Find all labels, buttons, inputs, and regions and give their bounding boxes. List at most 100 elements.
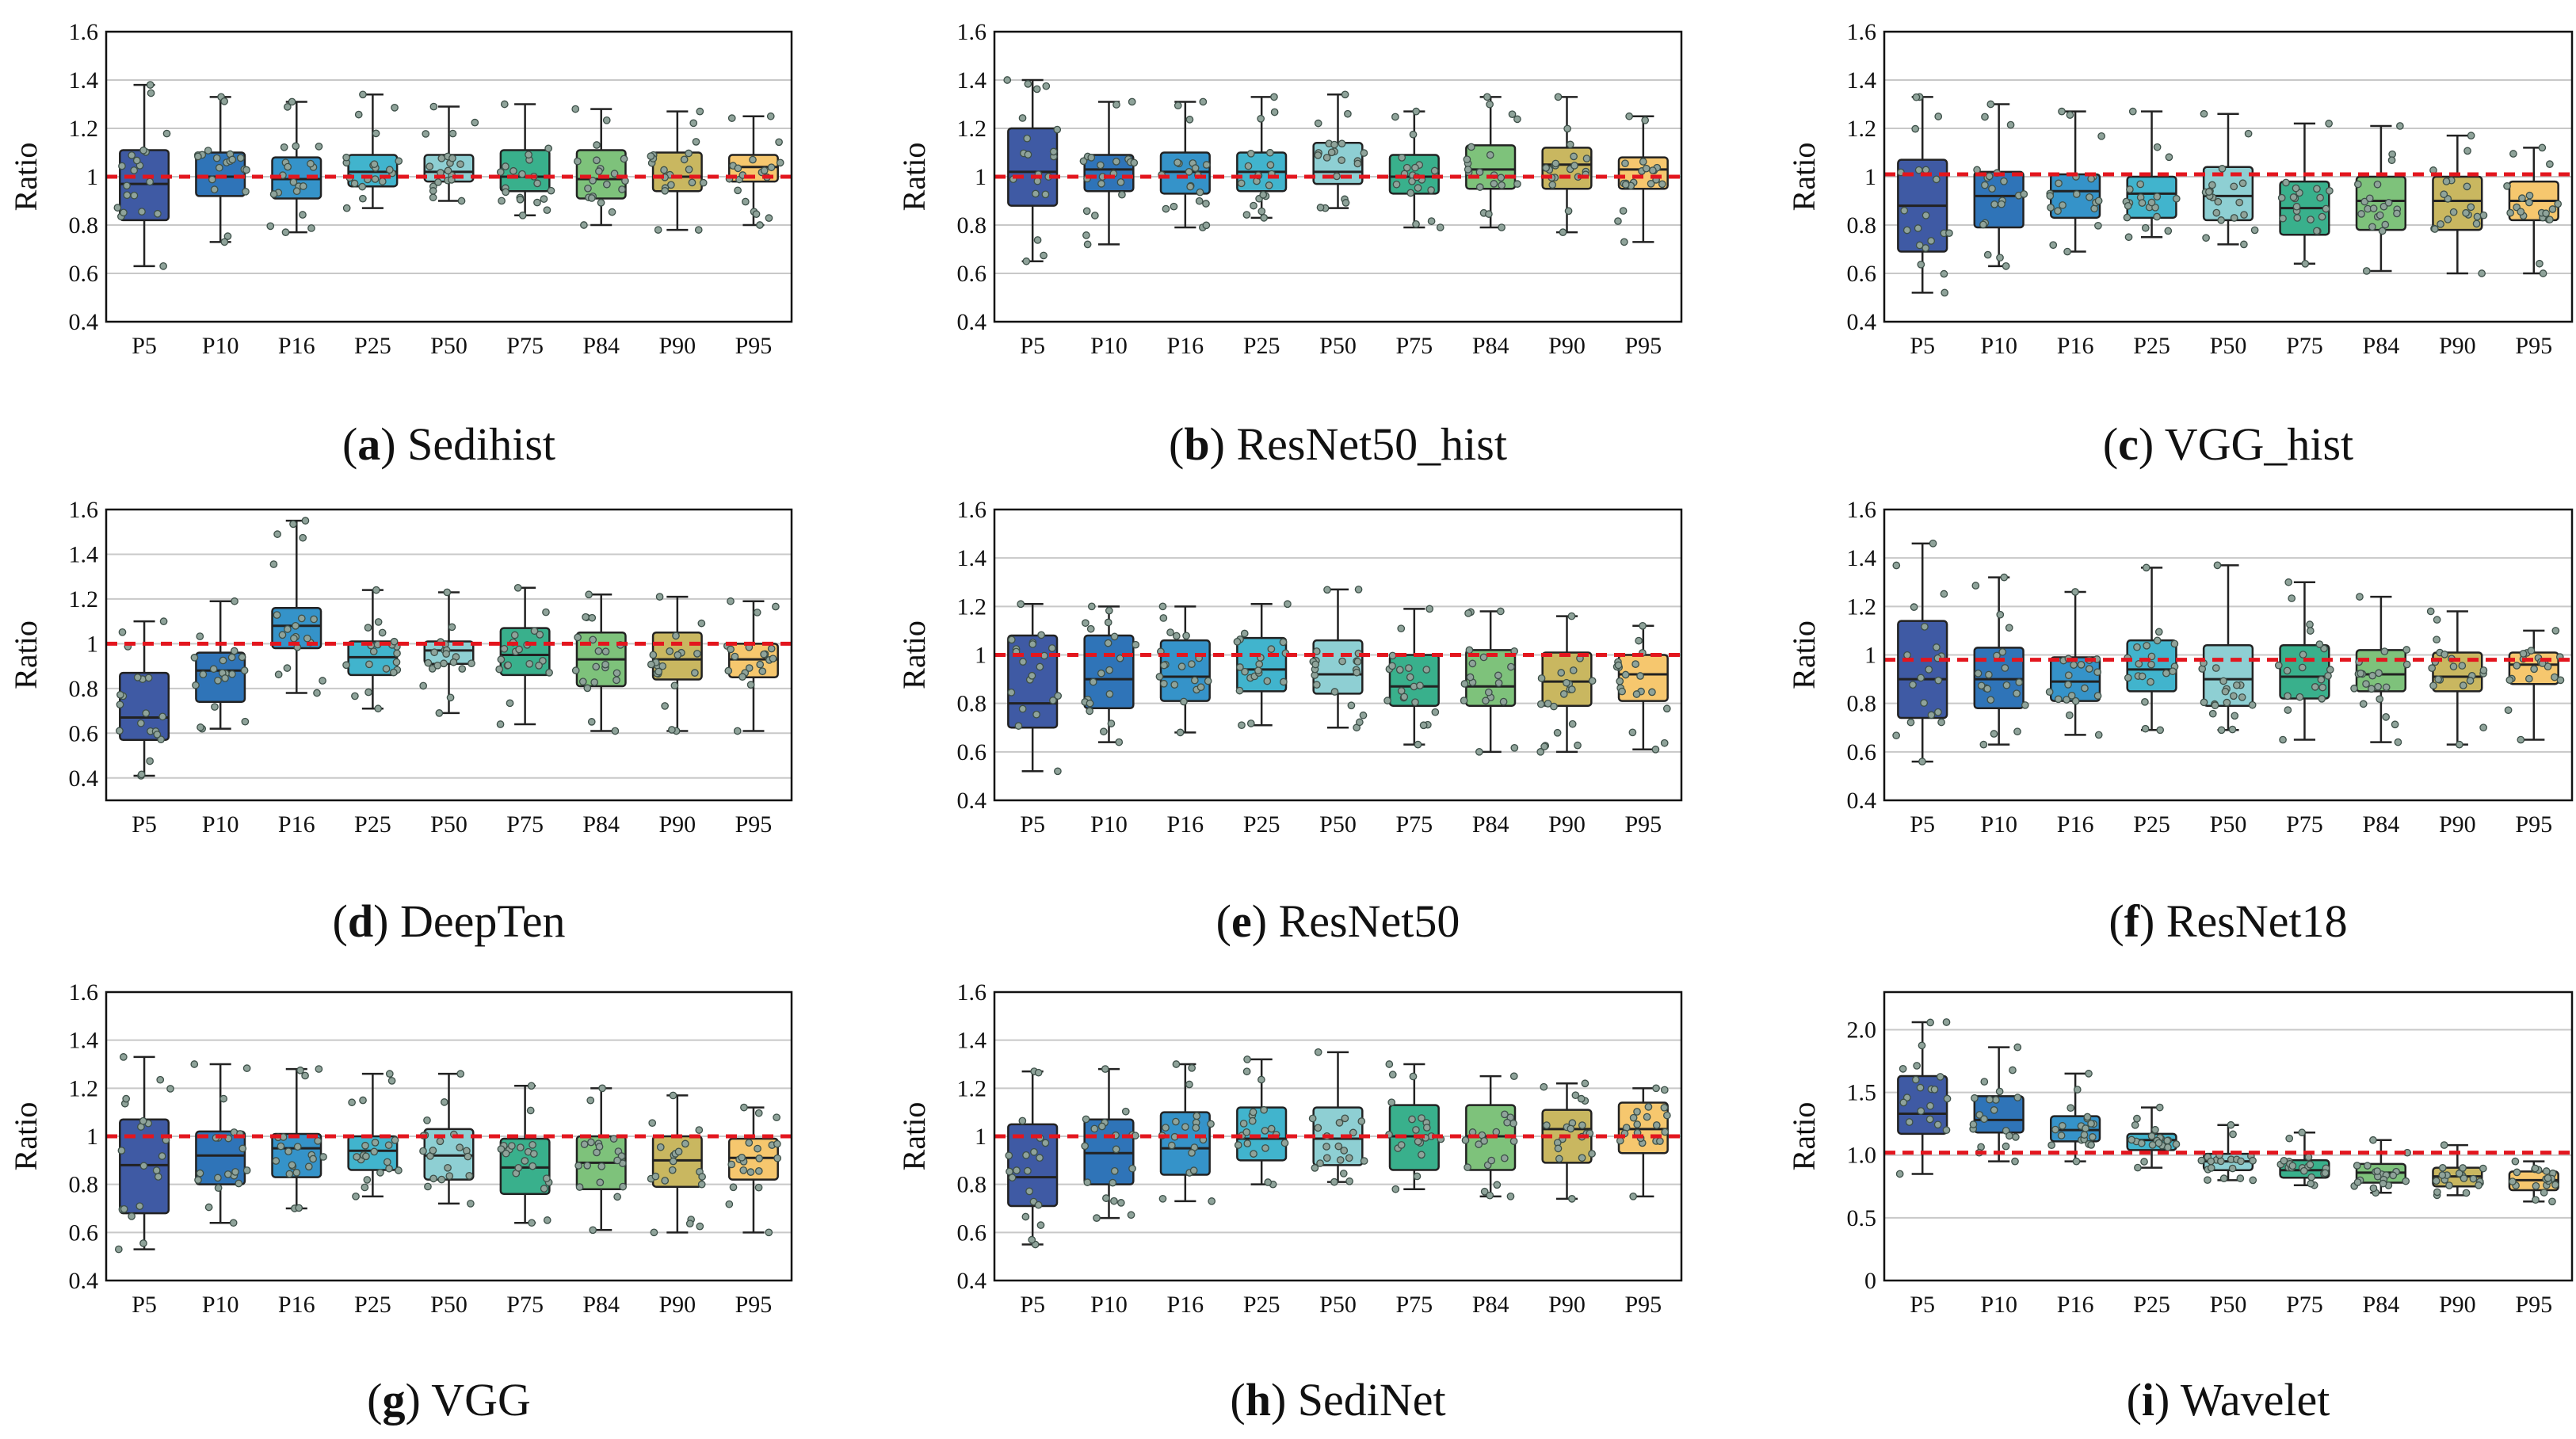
jitter-point (746, 681, 755, 689)
jitter-point (543, 1216, 551, 1224)
jitter-point (685, 149, 693, 158)
jitter-point (1971, 1094, 1979, 1102)
jitter-point (2542, 209, 2550, 218)
jitter-point (2009, 1066, 2017, 1074)
box-p10 (190, 1060, 251, 1227)
x-tick-label: P25 (1243, 811, 1280, 838)
jitter-point (1986, 1095, 1994, 1104)
jitter-point (594, 647, 603, 655)
jitter-point (288, 1161, 296, 1170)
panel-caption: (i) Wavelet (2127, 1374, 2330, 1426)
jitter-point (2318, 694, 2326, 703)
jitter-point (1196, 188, 1204, 197)
jitter-point (319, 1153, 327, 1161)
jitter-point (2155, 1103, 2164, 1112)
jitter-point (2047, 204, 2055, 212)
jitter-point (767, 163, 776, 172)
jitter-point (1030, 1147, 1038, 1156)
jitter-point (1412, 107, 1421, 116)
panel-e: 0.4 0.6 0.8 1 1.2 1.4 1.6 Ratio P5 P10 P16 P25 P50 P7… (896, 497, 1683, 947)
jitter-point (1903, 651, 1911, 659)
jitter-point (2005, 1132, 2013, 1140)
box-p50 (1309, 586, 1368, 732)
y-tick-label: 0.8 (957, 1172, 987, 1198)
jitter-point (1536, 700, 1545, 708)
jitter-point (393, 649, 401, 658)
jitter-point (602, 116, 611, 124)
jitter-point (2518, 194, 2526, 202)
jitter-point (374, 618, 383, 626)
jitter-point (1416, 681, 1424, 690)
jitter-point (387, 1077, 396, 1085)
jitter-point (301, 517, 310, 525)
jitter-point (2207, 1157, 2215, 1166)
jitter-point (424, 1182, 432, 1191)
jitter-point (1536, 747, 1545, 756)
jitter-point (1998, 200, 2005, 208)
jitter-point (738, 1153, 746, 1162)
jitter-point (1419, 721, 1428, 730)
jitter-point (1911, 124, 1920, 133)
jitter-point (135, 1202, 144, 1211)
jitter-point (288, 97, 296, 106)
jitter-point (2320, 644, 2328, 653)
jitter-point (2205, 188, 2213, 196)
jitter-point (204, 147, 212, 155)
jitter-point (692, 138, 700, 146)
jitter-point (2005, 624, 2013, 632)
jitter-point (2513, 662, 2521, 670)
jitter-point (1107, 720, 1116, 727)
jitter-point (2235, 198, 2244, 207)
jitter-point (1464, 609, 1472, 617)
jitter-point (1130, 158, 1139, 167)
jitter-point (443, 588, 452, 597)
jitter-point (1468, 659, 1477, 668)
jitter-point (1018, 704, 1027, 713)
jitter-point (1922, 166, 1930, 174)
box-p95 (2503, 143, 2563, 277)
jitter-point (767, 644, 776, 653)
box-p10 (1081, 1065, 1139, 1222)
jitter-point (2466, 677, 2475, 685)
jitter-point (2301, 259, 2310, 268)
jitter-point (2279, 735, 2287, 744)
jitter-point (1427, 217, 1436, 225)
jitter-point (123, 191, 132, 200)
jitter-point (2511, 1157, 2520, 1166)
jitter-point (1338, 156, 1345, 165)
jitter-point (2532, 1196, 2540, 1204)
jitter-point (303, 634, 311, 643)
jitter-point (2536, 259, 2544, 268)
jitter-point (1336, 1156, 1345, 1164)
jitter-point (1022, 257, 1031, 265)
jitter-point (1395, 666, 1404, 674)
jitter-point (1087, 602, 1096, 611)
jitter-point (575, 1183, 584, 1191)
jitter-point (1202, 221, 1211, 230)
jitter-point (2438, 1163, 2447, 1172)
jitter-point (376, 1169, 384, 1177)
jitter-point (525, 659, 534, 668)
jitter-point (1054, 767, 1062, 776)
jitter-point (1895, 1170, 1904, 1178)
jitter-point (228, 670, 236, 678)
jitter-point (1940, 590, 1948, 598)
jitter-point (1242, 211, 1251, 219)
jitter-point (2479, 1164, 2487, 1173)
jitter-point (1280, 1139, 1289, 1147)
jitter-point (120, 1053, 128, 1061)
jitter-point (658, 662, 667, 670)
jitter-point (589, 636, 597, 644)
box-p16 (1158, 1060, 1216, 1205)
box-p10 (190, 597, 250, 733)
y-axis-label: Ratio (1786, 620, 1822, 689)
x-tick-label: P10 (202, 811, 239, 838)
box-p95 (1614, 112, 1669, 246)
jitter-point (1559, 690, 1568, 698)
jitter-point (685, 165, 693, 174)
x-tick-label: P5 (1020, 1292, 1045, 1318)
jitter-point (1192, 1124, 1200, 1132)
jitter-point (1181, 1123, 1189, 1131)
panel-title: ResNet18 (2166, 895, 2348, 947)
jitter-point (613, 1193, 621, 1201)
